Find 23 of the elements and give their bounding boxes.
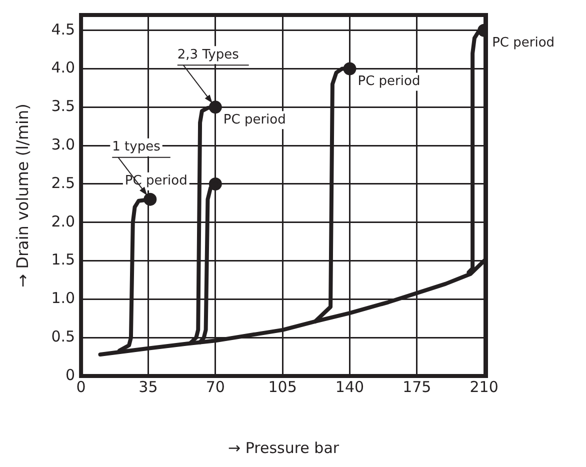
y-tick-label: 2.5 — [51, 174, 76, 192]
x-tick-label: 210 — [470, 378, 498, 396]
annotation: PC period — [223, 112, 286, 128]
y-tick-label: 2.0 — [51, 212, 76, 230]
y-tick-label: 1.5 — [51, 250, 76, 269]
x-tick-label: 105 — [268, 378, 297, 396]
y-tick-label: 0.5 — [51, 327, 76, 346]
x-tick-label: 140 — [335, 378, 364, 396]
y-tick-label: 4.0 — [51, 58, 76, 77]
x-axis-title: → Pressure bar — [228, 438, 340, 457]
annotation: PC period — [358, 74, 420, 90]
x-tick-label: 35 — [138, 378, 158, 396]
y-tick-label: 3.0 — [51, 135, 76, 154]
annotation: 1 types — [112, 140, 161, 155]
y-tick-label: 3.5 — [51, 97, 76, 116]
y-tick-label: 0 — [66, 366, 76, 384]
x-tick-label: 70 — [206, 378, 225, 396]
annotation: 2,3 Types — [177, 48, 240, 63]
y-axis-title: → Drain volume (l/min) — [12, 104, 32, 288]
y-tick-label: 1.0 — [51, 289, 76, 308]
x-tick-label: 175 — [402, 378, 432, 396]
y-tick-label: 4.5 — [51, 20, 76, 38]
annotation: PC period — [492, 36, 555, 51]
